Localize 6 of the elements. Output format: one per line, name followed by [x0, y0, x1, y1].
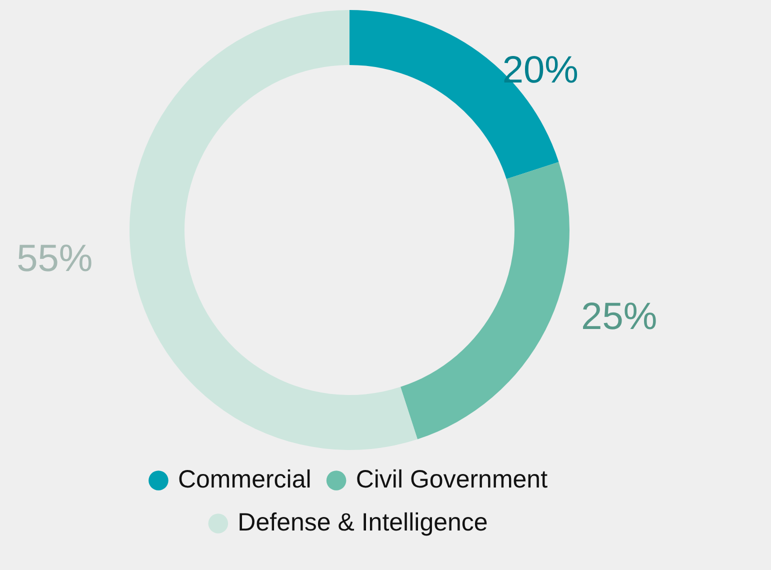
data-label: 20% [502, 50, 578, 92]
legend-label: Civil Government [356, 465, 548, 494]
data-label: 25% [581, 296, 658, 338]
legend-label: Defense & Intelligence [238, 508, 488, 536]
data-label: 55% [16, 238, 93, 280]
legend-label: Commercial [178, 465, 312, 494]
